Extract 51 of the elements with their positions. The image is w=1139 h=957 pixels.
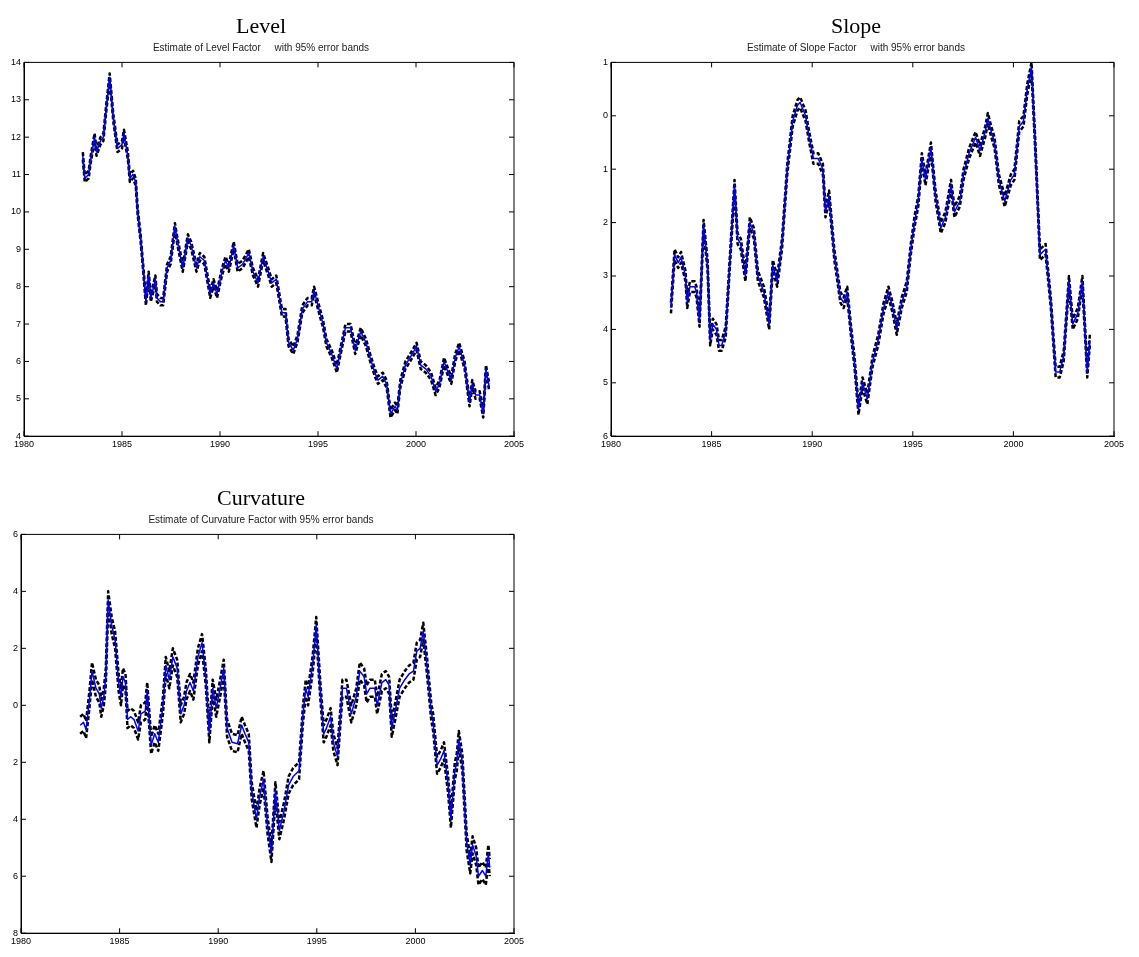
y-tick-label: 3	[603, 270, 609, 281]
x-tick-label: 1995	[307, 439, 329, 450]
y-tick-label: 4	[603, 323, 609, 334]
y-tick-label: 6	[13, 528, 19, 539]
x-tick-label: 1985	[111, 439, 133, 450]
chart-subtitle: Estimate of Level Factor with 95% error bands	[152, 42, 370, 54]
x-tick-label: 1990	[802, 439, 823, 450]
y-tick-label: 4	[13, 813, 19, 824]
y-tick-label: 8	[16, 281, 22, 292]
y-tick-label: 9	[16, 243, 22, 254]
y-tick-label: 12	[11, 131, 22, 142]
y-tick-label: 0	[13, 699, 19, 710]
chart-title: Slope	[830, 12, 882, 38]
y-tick-label: 10	[11, 206, 22, 217]
x-tick-label: 1990	[208, 936, 229, 947]
x-tick-label: 1985	[109, 936, 130, 947]
y-tick-label: 1	[603, 56, 609, 67]
x-tick-label: 1985	[701, 439, 722, 450]
y-tick-label: 6	[13, 870, 19, 881]
chart-subtitle: Estimate of Curvature Factor with 95% error bands	[148, 514, 374, 526]
x-tick-label: 2005	[1103, 439, 1125, 450]
y-tick-label: 4	[16, 430, 22, 441]
x-tick-label: 2005	[503, 936, 525, 947]
x-tick-label: 2000	[1003, 439, 1024, 450]
x-tick-label: 1995	[306, 936, 327, 947]
x-tick-label: 1980	[14, 439, 35, 450]
x-tick-label: 2000	[405, 936, 426, 947]
y-tick-label: 8	[13, 927, 19, 938]
y-tick-label: 13	[11, 94, 22, 105]
chart-title: Curvature	[217, 484, 305, 510]
x-tick-label: 1995	[902, 439, 923, 450]
y-tick-label: 6	[16, 355, 22, 366]
y-tick-label: 4	[13, 585, 19, 596]
chart-title: Level	[235, 12, 287, 38]
x-tick-label: 1990	[209, 439, 231, 450]
x-tick-label: 2000	[405, 439, 427, 450]
y-tick-label: 2	[603, 217, 609, 228]
y-tick-label: 1	[603, 163, 609, 174]
x-tick-label: 1980	[601, 439, 622, 450]
y-tick-label: 0	[603, 110, 609, 121]
y-tick-label: 6	[603, 430, 609, 441]
x-tick-label: 1980	[11, 936, 32, 947]
chart-subtitle: Estimate of Slope Factor with 95% error bands	[747, 42, 965, 54]
y-tick-label: 5	[16, 393, 22, 404]
x-tick-label: 2005	[503, 439, 525, 450]
y-tick-label: 7	[16, 318, 22, 329]
y-tick-label: 2	[13, 642, 19, 653]
y-tick-label: 11	[11, 169, 22, 180]
y-tick-label: 2	[13, 756, 19, 767]
y-tick-label: 14	[11, 56, 22, 67]
y-tick-label: 5	[603, 377, 609, 388]
